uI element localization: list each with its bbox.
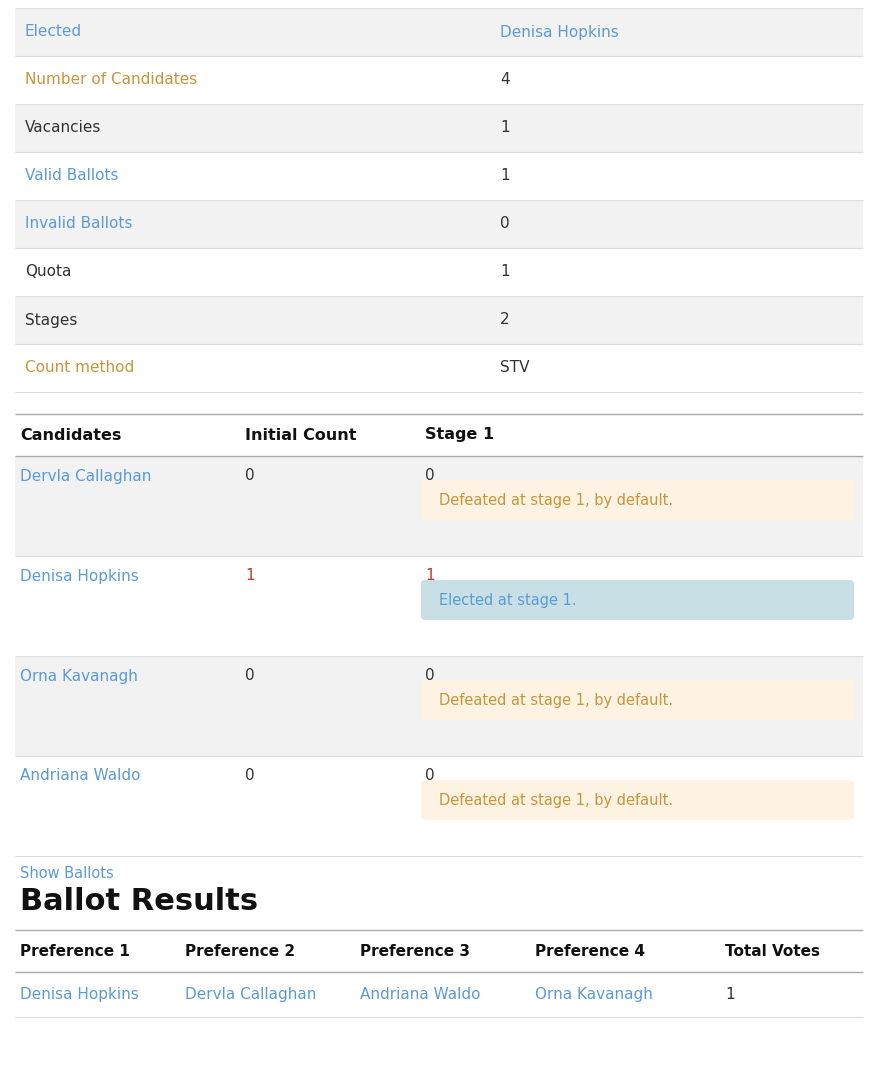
Text: 1: 1 (724, 987, 734, 1002)
Bar (15, 413, 862, 456)
Bar (15, 296, 862, 344)
Text: Stages: Stages (25, 312, 77, 327)
Text: STV: STV (499, 360, 529, 375)
FancyBboxPatch shape (420, 780, 853, 820)
Text: Preference 4: Preference 4 (534, 944, 645, 959)
FancyBboxPatch shape (420, 480, 853, 520)
Text: Defeated at stage 1, by default.: Defeated at stage 1, by default. (438, 492, 673, 507)
Text: 1: 1 (499, 264, 509, 279)
Bar (15, 152, 862, 200)
Text: Preference 2: Preference 2 (185, 944, 295, 959)
Text: Stage 1: Stage 1 (424, 428, 494, 443)
Bar (15, 248, 862, 296)
Bar (15, 56, 862, 104)
Bar (15, 556, 862, 656)
Text: Invalid Ballots: Invalid Ballots (25, 216, 132, 231)
Text: 0: 0 (245, 669, 254, 683)
Text: 0: 0 (245, 468, 254, 483)
Bar (15, 456, 862, 556)
Text: 0: 0 (424, 768, 434, 783)
Text: Elected: Elected (25, 24, 82, 39)
Bar (15, 344, 862, 392)
Text: 1: 1 (499, 168, 509, 183)
Text: 0: 0 (499, 216, 509, 231)
Text: Elected at stage 1.: Elected at stage 1. (438, 592, 576, 608)
Text: Defeated at stage 1, by default.: Defeated at stage 1, by default. (438, 792, 673, 807)
Bar (15, 656, 862, 756)
Text: Ballot Results: Ballot Results (20, 887, 258, 916)
FancyBboxPatch shape (420, 680, 853, 720)
Text: Andriana Waldo: Andriana Waldo (20, 768, 140, 783)
Text: Initial Count: Initial Count (245, 428, 356, 443)
Text: Andriana Waldo: Andriana Waldo (360, 987, 480, 1002)
Text: Denisa Hopkins: Denisa Hopkins (20, 987, 139, 1002)
Text: Total Votes: Total Votes (724, 944, 819, 959)
Bar (15, 8, 862, 56)
Text: Preference 1: Preference 1 (20, 944, 130, 959)
Text: 4: 4 (499, 72, 509, 87)
Text: 0: 0 (245, 768, 254, 783)
FancyBboxPatch shape (420, 580, 853, 620)
Bar (15, 200, 862, 248)
Bar (15, 104, 862, 152)
Text: Candidates: Candidates (20, 428, 121, 443)
Text: Denisa Hopkins: Denisa Hopkins (20, 568, 139, 584)
Text: 0: 0 (424, 669, 434, 683)
Text: Dervla Callaghan: Dervla Callaghan (20, 468, 151, 483)
Text: Vacancies: Vacancies (25, 120, 101, 135)
Text: Number of Candidates: Number of Candidates (25, 72, 197, 87)
Text: 1: 1 (424, 568, 434, 584)
Text: Preference 3: Preference 3 (360, 944, 469, 959)
Text: Count method: Count method (25, 360, 134, 375)
Bar (15, 972, 862, 1017)
Bar (15, 756, 862, 856)
Text: Valid Ballots: Valid Ballots (25, 168, 118, 183)
Text: Show Ballots: Show Ballots (20, 866, 114, 882)
Text: Quota: Quota (25, 264, 71, 279)
Text: 2: 2 (499, 312, 509, 327)
Text: Denisa Hopkins: Denisa Hopkins (499, 24, 618, 39)
Text: Defeated at stage 1, by default.: Defeated at stage 1, by default. (438, 693, 673, 707)
Text: Orna Kavanagh: Orna Kavanagh (20, 669, 138, 683)
Text: 1: 1 (499, 120, 509, 135)
Text: 1: 1 (245, 568, 254, 584)
Text: Dervla Callaghan: Dervla Callaghan (185, 987, 316, 1002)
Text: Orna Kavanagh: Orna Kavanagh (534, 987, 652, 1002)
Text: 0: 0 (424, 468, 434, 483)
